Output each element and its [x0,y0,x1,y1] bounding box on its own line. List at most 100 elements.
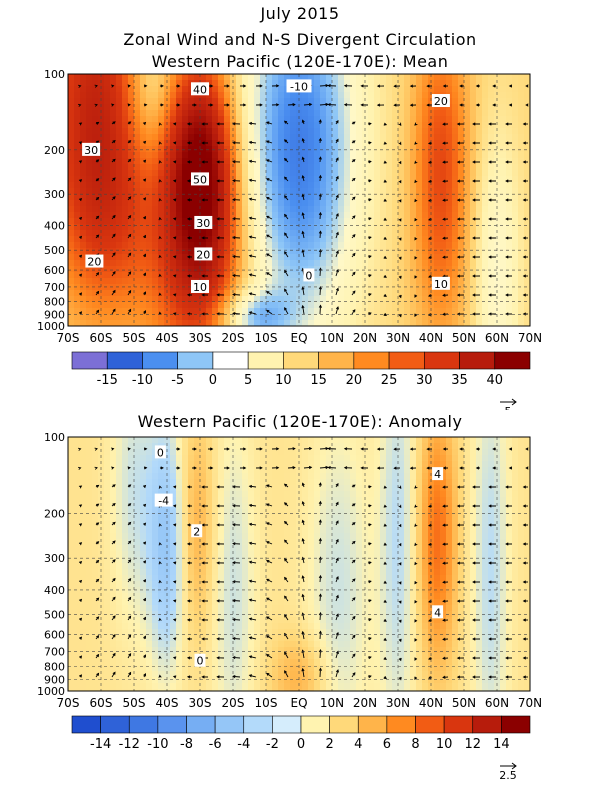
mean-x-tick: 60N [485,331,509,345]
mean-x-tick: EQ [290,331,307,345]
anomaly-y-tick: 100 [44,431,65,444]
mean-y-tick: 900 [44,308,65,321]
mean-contour-label-bg [431,94,450,108]
anomaly-y-tick: 900 [44,673,65,686]
anomaly-y-tick: 500 [44,609,65,622]
mean-filled-field [68,74,530,326]
mean-colorbar-swatch [106,351,143,370]
mean-reference-label: 5 [505,405,512,410]
mean-contour-label-bg [191,172,209,186]
anomaly-colorbar-swatch [472,715,502,734]
anomaly-colorbar-swatch [214,715,245,734]
mean-colorbar-swatch [494,351,531,370]
mean-y-tick: 800 [44,296,65,309]
mean-x-tick: 30N [386,331,410,345]
anomaly-colorbar-label: 4 [354,737,362,752]
mean-contour-label: 30 [196,217,210,230]
anomaly-contour-label: -4 [158,495,169,508]
mean-colorbar-swatch [388,351,425,370]
anomaly-contour-label-bg [154,493,173,507]
anomaly-colorbar-swatch [443,715,474,734]
mean-x-tick: 70S [57,331,80,345]
mean-contour-label-bg [194,247,213,261]
anomaly-contour-label-bg [194,653,206,667]
anomaly-contour-label-bg [432,467,444,481]
mean-colorbar-label: 10 [275,373,292,388]
date-title: July 2015 [260,4,340,23]
anomaly-x-tick: EQ [290,696,307,710]
mean-y-tick: 100 [44,68,65,81]
anomaly-grid [67,436,531,692]
mean-y-tick: 400 [44,220,65,233]
mean-colorbar-label: 25 [381,373,398,388]
mean-x-tick: 10N [320,331,344,345]
mean-colorbar-swatch [424,351,460,370]
anomaly-colorbar-swatch [501,715,531,734]
mean-contour-label-bg [286,79,312,93]
mean-contour-label-bg [194,215,213,229]
anomaly-y-tick: 700 [44,646,65,659]
mean-colorbar-label: 15 [310,373,327,388]
mean-contour-label-bg [191,279,209,293]
mean-colorbar-label: -10 [132,373,153,388]
anomaly-filled-field [68,437,530,691]
anomaly-y-tick: 600 [44,629,65,642]
anomaly-colorbar-swatch [415,715,445,734]
anomaly-y-tick: 300 [44,552,65,565]
anomaly-colorbar-label: 8 [411,737,419,752]
anomaly-colorbar-label: -2 [266,737,279,752]
anomaly-colorbar-swatch [329,715,359,734]
mean-x-tick: 40S [156,331,179,345]
mean-colorbar-swatch [283,351,319,370]
anomaly-x-tick: 70S [57,696,80,710]
anomaly-contour-label: 0 [157,446,164,459]
anomaly-contour-label-bg [432,605,444,619]
mean-colorbar-label: 0 [209,373,217,388]
mean-x-tick: 20N [353,331,377,345]
mean-y-tick: 700 [44,281,65,294]
mean-colorbar-label: 35 [451,373,468,388]
anomaly-x-tick: 70N [518,696,542,710]
anomaly-y-tick: 800 [44,660,65,673]
anomaly-x-tick: 60S [90,696,113,710]
mean-colorbar-label: 30 [416,373,433,388]
mean-contour-label: 50 [193,173,207,186]
anomaly-colorbar-swatch [157,715,187,734]
anomaly-colorbar-label: 10 [436,737,453,752]
anomaly-frame [67,436,531,692]
anomaly-colorbar-swatch [100,715,130,734]
anomaly-colorbar-label: -4 [237,737,250,752]
anomaly-panel-title: Western Pacific (120E-170E): Anomaly [137,412,463,431]
mean-contour-label-bg [191,82,209,96]
mean-contour-label: 10 [193,281,207,294]
mean-contour-label: -10 [290,80,308,93]
anomaly-colorbar-label: 14 [493,737,510,752]
mean-y-tick: 1000 [37,320,65,333]
mean-contour-label-bg [85,254,104,268]
anomaly-x-tick: 20S [222,696,245,710]
anomaly-reference-label: 2.5 [499,769,517,782]
mean-colorbar-label: 20 [346,373,363,388]
mean-x-tick: 50S [123,331,146,345]
mean-contour-label: 20 [434,95,448,108]
anomaly-x-tick: 30N [386,696,410,710]
anomaly-contour-label: 0 [197,655,204,668]
mean-colorbar-swatch [177,351,214,370]
anomaly-colorbar-swatch [128,715,159,734]
mean-contour-label: 30 [84,144,98,157]
anomaly-colorbar-swatch [386,715,416,734]
anomaly-colorbar-label: -8 [180,737,193,752]
anomaly-x-tick: 50N [452,696,476,710]
anomaly-x-tick: 40S [156,696,179,710]
mean-contour-label: 10 [434,278,448,291]
mean-y-tick: 200 [44,144,65,157]
anomaly-colorbar-label: 2 [325,737,333,752]
anomaly-x-tick: 10S [255,696,278,710]
anomaly-x-tick: 50S [123,696,146,710]
mean-colorbar-swatch [142,351,178,370]
anomaly-x-tick: 60N [485,696,509,710]
anomaly-x-tick: 10N [320,696,344,710]
mean-panel: 70S 60S 50S 40S 30S 20S 10S EQ 10N 20N 30N 40N 50N 60… [37,68,542,410]
anomaly-colorbar-label: 12 [464,737,481,752]
mean-x-tick: 40N [419,331,443,345]
